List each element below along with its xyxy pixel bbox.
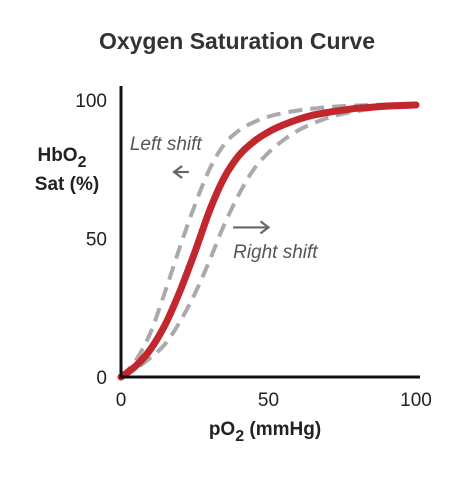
- chart-title: Oxygen Saturation Curve: [99, 28, 375, 54]
- annotation-left-shift: Left shift: [130, 134, 203, 155]
- y-axis-label-line2: Sat (%): [35, 174, 99, 195]
- saturation-curve: [117, 101, 420, 381]
- x-tick-label: 100: [400, 390, 432, 411]
- x-axis-label-suffix: (mmHg): [244, 419, 321, 440]
- x-tick-label: 0: [116, 390, 127, 411]
- x-axis-label: pO2 (mmHg): [209, 419, 321, 445]
- y-axis-label-line1: HbO2: [37, 145, 86, 171]
- y-axis-label-prefix: HbO: [37, 145, 77, 166]
- y-axis-label-subscript: 2: [78, 154, 87, 171]
- y-tick-label: 0: [96, 368, 107, 389]
- annotations-layer: Left shift Right shift: [130, 134, 318, 263]
- curves-layer: [117, 101, 420, 381]
- y-tick-label: 100: [75, 91, 107, 112]
- x-axis-label-prefix: pO: [209, 419, 235, 440]
- arrow-left-icon: [172, 165, 189, 179]
- x-tick-label: 50: [258, 390, 279, 411]
- annotation-right-shift: Right shift: [233, 242, 318, 263]
- arrow-right-icon: [233, 220, 271, 235]
- ticks-layer: 0 50 100 0 50 100: [75, 91, 432, 411]
- x-axis-label-subscript: 2: [235, 428, 244, 445]
- y-tick-label: 50: [86, 230, 107, 251]
